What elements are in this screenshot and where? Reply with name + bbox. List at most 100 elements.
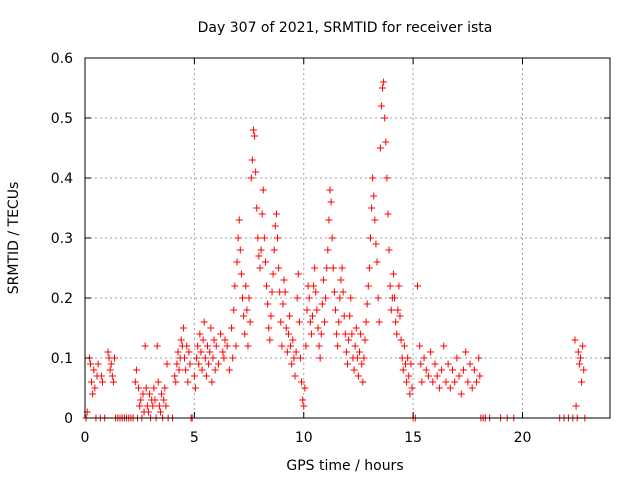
data-point <box>294 270 302 278</box>
data-point <box>382 138 390 146</box>
data-point <box>236 246 244 254</box>
data-point <box>337 276 345 284</box>
data-point <box>300 402 308 410</box>
data-point <box>91 384 99 392</box>
data-point <box>360 354 368 362</box>
data-point <box>375 318 383 326</box>
data-point <box>299 396 307 404</box>
data-point <box>405 372 413 380</box>
data-point <box>150 384 158 392</box>
data-point <box>365 264 373 272</box>
data-point <box>464 378 472 386</box>
data-point <box>88 378 96 386</box>
data-point <box>330 288 338 296</box>
data-point <box>135 384 143 392</box>
data-point <box>186 360 194 368</box>
x-axis-label: GPS time / hours <box>286 458 403 474</box>
data-point <box>295 318 303 326</box>
data-point <box>303 306 311 314</box>
data-point <box>372 240 380 248</box>
y-tick-label: 0.1 <box>51 351 73 367</box>
data-point <box>374 294 382 302</box>
data-point <box>368 204 376 212</box>
data-point <box>435 384 443 392</box>
data-point <box>161 384 169 392</box>
data-point <box>312 288 320 296</box>
data-point <box>225 366 233 374</box>
data-point <box>202 372 210 380</box>
data-point <box>183 342 191 350</box>
data-point <box>442 378 450 386</box>
data-point <box>444 360 452 368</box>
data-point <box>333 330 341 338</box>
data-point <box>326 186 334 194</box>
data-point <box>420 354 428 362</box>
data-point <box>246 318 254 326</box>
data-point <box>361 336 369 344</box>
x-tick-label: 20 <box>514 430 532 446</box>
data-point <box>86 360 94 368</box>
data-point <box>212 342 220 350</box>
data-point <box>455 372 463 380</box>
data-point <box>277 318 285 326</box>
data-point <box>106 366 114 374</box>
data-point <box>358 360 366 368</box>
data-point <box>438 366 446 374</box>
data-point <box>459 366 467 374</box>
data-point <box>163 360 171 368</box>
data-point <box>424 372 432 380</box>
data-point <box>380 78 388 86</box>
data-point <box>350 366 358 374</box>
data-point <box>258 210 266 218</box>
data-point <box>362 318 370 326</box>
data-point <box>309 312 316 320</box>
data-point <box>578 378 586 386</box>
data-point <box>89 390 97 398</box>
data-point <box>354 372 362 380</box>
data-point <box>142 384 150 392</box>
data-point <box>90 366 98 374</box>
data-point <box>387 306 395 314</box>
data-point <box>357 330 365 338</box>
data-points <box>82 78 589 422</box>
data-point <box>476 372 484 380</box>
data-point <box>346 312 354 320</box>
data-point <box>393 330 401 338</box>
data-point <box>235 216 243 224</box>
data-point <box>377 102 385 110</box>
data-point <box>109 378 117 386</box>
data-point <box>364 282 372 290</box>
data-point <box>270 246 278 254</box>
data-point <box>440 342 448 350</box>
data-point <box>389 270 397 278</box>
data-point <box>370 192 378 200</box>
data-point <box>172 378 180 386</box>
data-point <box>335 318 343 326</box>
data-point <box>296 354 304 362</box>
data-point <box>265 324 273 332</box>
data-point <box>397 336 405 344</box>
data-point <box>322 294 330 302</box>
data-point <box>137 396 145 404</box>
data-point <box>291 372 299 380</box>
data-point <box>274 234 281 242</box>
data-point <box>386 282 394 290</box>
data-point <box>359 378 367 386</box>
data-point <box>263 282 271 290</box>
data-point <box>97 372 105 380</box>
data-point <box>394 306 402 314</box>
data-point <box>318 300 326 308</box>
data-point <box>466 360 474 368</box>
data-point <box>281 288 289 296</box>
data-point <box>149 402 157 410</box>
data-point <box>132 366 140 374</box>
data-point <box>155 402 163 410</box>
data-point <box>306 318 314 326</box>
axis-ticks: 0 0.1 0.2 0.3 0.4 0.5 0.6 0 5 10 15 20 <box>51 51 610 446</box>
data-point <box>239 294 246 302</box>
data-point <box>331 306 339 314</box>
data-point <box>283 348 291 356</box>
data-point <box>269 270 277 278</box>
data-point <box>271 222 279 230</box>
